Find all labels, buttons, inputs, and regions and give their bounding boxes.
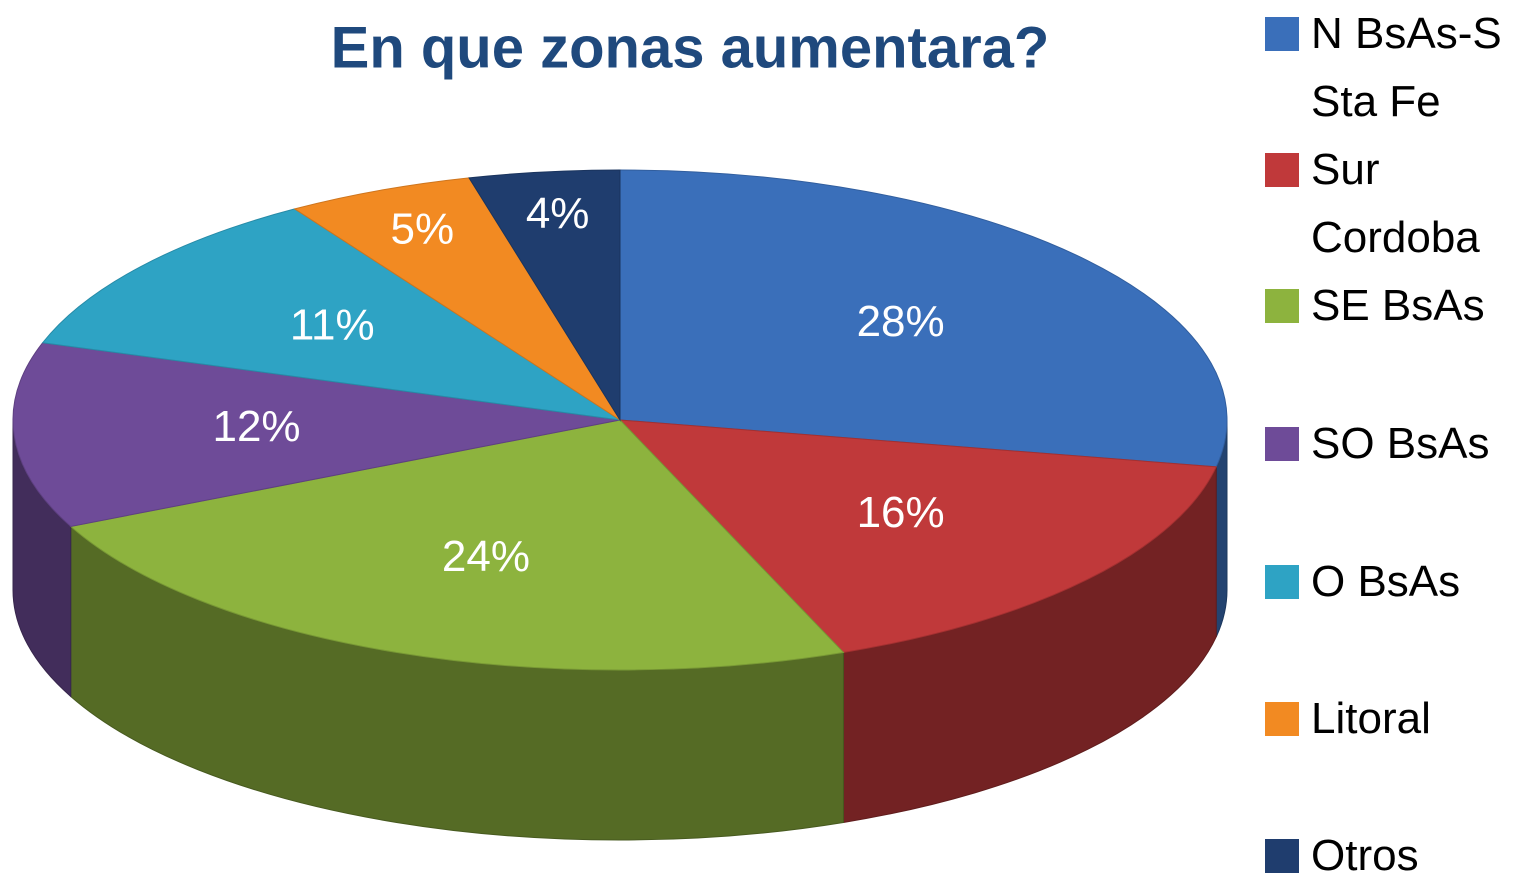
legend-label: Litoral: [1311, 694, 1431, 743]
legend-item: N BsAs-S Sta Fe: [1265, 0, 1515, 136]
legend-item: Otros: [1265, 822, 1515, 890]
legend-label: Sur Cordoba: [1311, 145, 1480, 262]
data-label: 5%: [391, 204, 455, 253]
chart: En que zonas aumentara? 28% 16% 24% 12% 11% 5…: [12, 15, 1228, 841]
legend-swatch: [1265, 289, 1299, 323]
chart-title: En que zonas aumentara?: [331, 15, 1050, 80]
pie-slice: [619, 169, 1228, 468]
legend-label: O BsAs: [1311, 557, 1461, 606]
legend-swatch: [1265, 839, 1299, 873]
legend-swatch: [1265, 17, 1299, 51]
legend-item: SE BsAs: [1265, 272, 1515, 340]
legend-item: Litoral: [1265, 685, 1515, 753]
pie-slice: [468, 169, 621, 422]
legend-item: Sur Cordoba: [1265, 136, 1515, 272]
legend-item: O BsAs: [1265, 548, 1515, 616]
pie-slice: [293, 177, 621, 421]
legend-label: N BsAs-S Sta Fe: [1311, 9, 1502, 126]
data-label: 16%: [857, 488, 945, 537]
data-label: 28%: [857, 297, 945, 346]
pie-slice: [12, 342, 621, 527]
legend-label: SO BsAs: [1311, 419, 1490, 468]
pie-slice: [41, 208, 621, 421]
pie-slice: [618, 419, 1218, 653]
data-label: 4%: [526, 189, 590, 238]
legend-swatch: [1265, 702, 1299, 736]
legend-swatch: [1265, 427, 1299, 461]
pie-slice: [69, 419, 845, 671]
data-label: 24%: [442, 532, 530, 581]
legend-label: Otros: [1311, 831, 1419, 880]
legend-swatch: [1265, 565, 1299, 599]
data-label: 11%: [290, 301, 375, 350]
data-label: 12%: [212, 402, 300, 451]
legend-swatch: [1265, 153, 1299, 187]
legend-label: SE BsAs: [1311, 281, 1485, 330]
legend-item: SO BsAs: [1265, 410, 1515, 478]
